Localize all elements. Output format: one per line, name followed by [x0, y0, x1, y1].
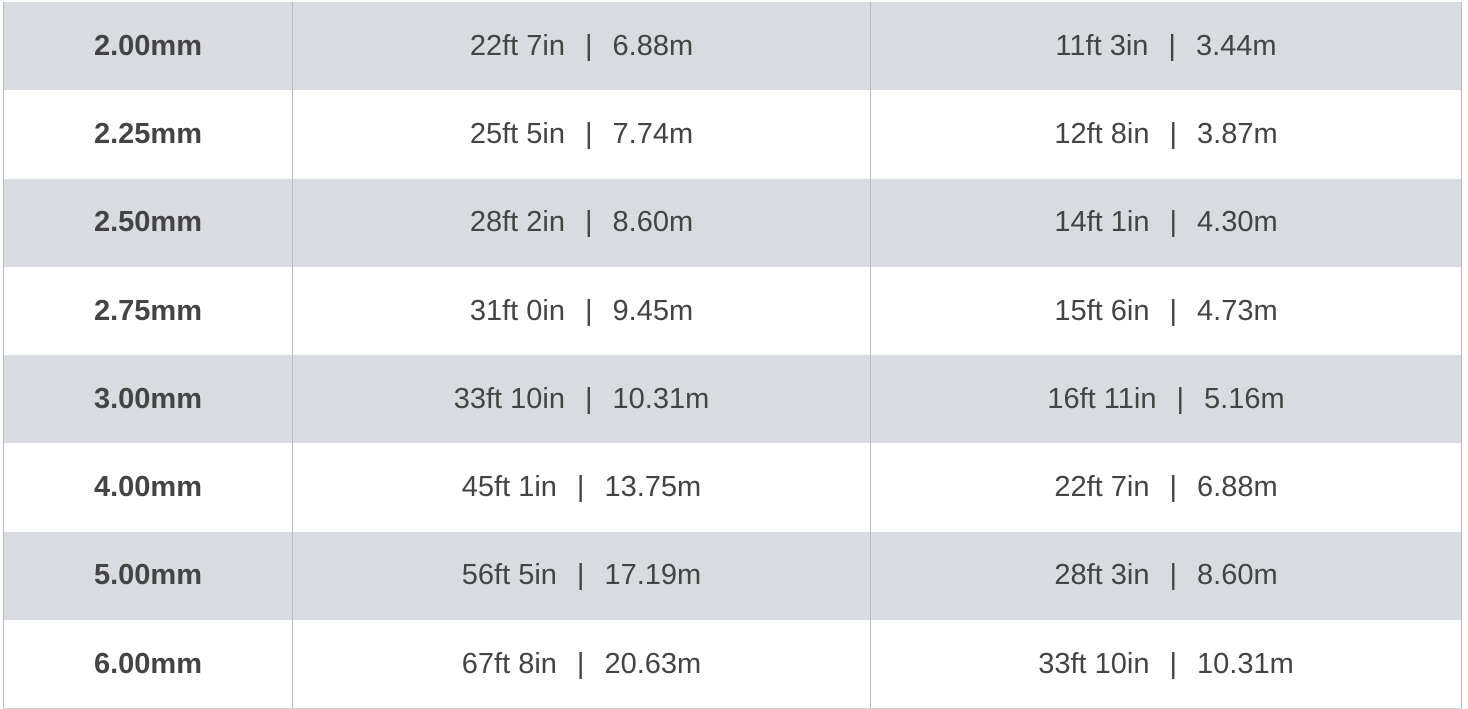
table-row: 2.00mm 22ft 7in | 6.88m 11ft 3in | 3.44m — [3, 2, 1462, 91]
meter-value: 20.63m — [604, 647, 702, 680]
meter-value: 8.60m — [612, 206, 694, 239]
table-row: 4.00mm 45ft 1in | 13.75m 22ft 7in | 6.88m — [3, 443, 1462, 532]
length-cell-b: 28ft 3in | 8.60m — [870, 531, 1462, 621]
meter-value: 3.44m — [1195, 29, 1277, 62]
separator: | — [1169, 206, 1178, 239]
size-length-table: 2.00mm 22ft 7in | 6.88m 11ft 3in | 3.44m 2.25mm… — [3, 2, 1462, 709]
table-row: 3.00mm 33ft 10in | 10.31m 16ft 11in | 5.16m — [3, 355, 1462, 444]
feet-value: 33ft 10in — [453, 382, 565, 415]
table-row: 2.25mm 25ft 5in | 7.74m 12ft 8in | 3.87m — [3, 90, 1462, 179]
size-cell: 5.00mm — [3, 531, 293, 621]
separator: | — [1169, 117, 1178, 150]
meter-value: 3.87m — [1197, 117, 1278, 150]
size-cell: 3.00mm — [3, 355, 293, 444]
meter-value: 4.73m — [1197, 294, 1278, 327]
feet-value: 67ft 8in — [461, 647, 557, 680]
meter-value: 9.45m — [612, 294, 694, 327]
separator: | — [1169, 294, 1178, 327]
separator: | — [576, 559, 585, 592]
meter-value: 5.16m — [1204, 382, 1285, 415]
feet-value: 33ft 10in — [1038, 647, 1150, 680]
length-cell-b: 11ft 3in | 3.44m — [870, 2, 1462, 91]
separator: | — [584, 29, 593, 62]
feet-value: 25ft 5in — [469, 117, 565, 150]
length-cell-a: 45ft 1in | 13.75m — [292, 443, 871, 532]
meter-value: 8.60m — [1197, 559, 1278, 592]
table-row: 2.50mm 28ft 2in | 8.60m 14ft 1in | 4.30m — [3, 178, 1462, 267]
separator: | — [584, 206, 593, 239]
separator: | — [1176, 382, 1185, 415]
length-cell-a: 22ft 7in | 6.88m — [292, 2, 871, 91]
size-cell: 2.75mm — [3, 266, 293, 356]
meter-value: 17.19m — [604, 559, 702, 592]
size-cell: 2.00mm — [3, 2, 293, 91]
feet-value: 31ft 0in — [469, 294, 565, 327]
length-cell-a: 28ft 2in | 8.60m — [292, 178, 871, 267]
separator: | — [1168, 29, 1176, 62]
separator: | — [584, 294, 593, 327]
separator: | — [576, 471, 585, 504]
length-cell-a: 31ft 0in | 9.45m — [292, 266, 871, 356]
meter-value: 6.88m — [612, 29, 694, 62]
length-cell-b: 22ft 7in | 6.88m — [870, 443, 1462, 532]
feet-value: 28ft 2in — [469, 206, 565, 239]
separator: | — [584, 117, 593, 150]
table-row: 2.75mm 31ft 0in | 9.45m 15ft 6in | 4.73m — [3, 266, 1462, 356]
feet-value: 45ft 1in — [461, 471, 557, 504]
size-cell: 6.00mm — [3, 620, 293, 709]
feet-value: 56ft 5in — [461, 559, 557, 592]
feet-value: 15ft 6in — [1054, 294, 1150, 327]
meter-value: 7.74m — [612, 117, 694, 150]
length-cell-b: 12ft 8in | 3.87m — [870, 90, 1462, 179]
meter-value: 6.88m — [1197, 471, 1278, 504]
meter-value: 4.30m — [1197, 206, 1278, 239]
feet-value: 22ft 7in — [1054, 471, 1150, 504]
size-cell: 4.00mm — [3, 443, 293, 532]
feet-value: 16ft 11in — [1047, 382, 1157, 415]
feet-value: 22ft 7in — [469, 29, 565, 62]
feet-value: 14ft 1in — [1054, 206, 1150, 239]
separator: | — [1169, 559, 1178, 592]
length-cell-a: 33ft 10in | 10.31m — [292, 355, 871, 444]
size-cell: 2.50mm — [3, 178, 293, 267]
table-row: 5.00mm 56ft 5in | 17.19m 28ft 3in | 8.60m — [3, 531, 1462, 621]
separator: | — [1169, 471, 1178, 504]
table-body: 2.00mm 22ft 7in | 6.88m 11ft 3in | 3.44m 2.25mm… — [3, 2, 1462, 709]
feet-value: 28ft 3in — [1054, 559, 1150, 592]
separator: | — [576, 647, 585, 680]
meter-value: 10.31m — [1197, 647, 1294, 680]
length-cell-b: 33ft 10in | 10.31m — [870, 620, 1462, 709]
feet-value: 11ft 3in — [1055, 29, 1149, 62]
separator: | — [1169, 647, 1178, 680]
separator: | — [584, 382, 593, 415]
length-cell-b: 16ft 11in | 5.16m — [870, 355, 1462, 444]
feet-value: 12ft 8in — [1054, 117, 1150, 150]
length-cell-b: 15ft 6in | 4.73m — [870, 266, 1462, 356]
length-cell-a: 56ft 5in | 17.19m — [292, 531, 871, 621]
length-cell-a: 67ft 8in | 20.63m — [292, 620, 871, 709]
table-row: 6.00mm 67ft 8in | 20.63m 33ft 10in | 10.31m — [3, 620, 1462, 709]
size-cell: 2.25mm — [3, 90, 293, 179]
meter-value: 10.31m — [612, 382, 710, 415]
meter-value: 13.75m — [604, 471, 702, 504]
length-cell-b: 14ft 1in | 4.30m — [870, 178, 1462, 267]
length-cell-a: 25ft 5in | 7.74m — [292, 90, 871, 179]
